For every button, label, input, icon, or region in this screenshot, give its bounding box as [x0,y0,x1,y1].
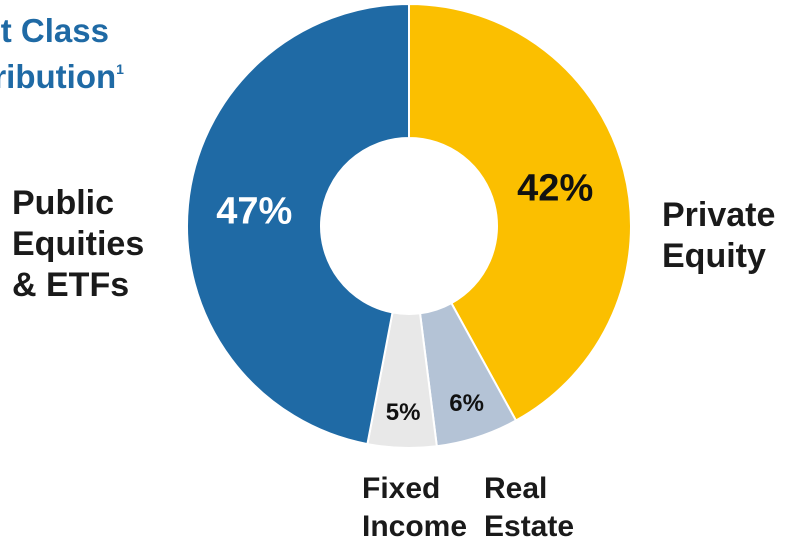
chart-title-line-1: set Class [0,12,109,49]
label-fixed-income-line-1: Fixed [362,472,441,505]
label-private-equity-line-1: Private [662,196,776,234]
label-public-equities-line-2: Equities [12,224,145,263]
value-label-real-estate: 6% [449,390,484,417]
slice-public-equities-etfs [186,2,410,446]
label-private-equity-line-2: Equity [662,236,766,275]
value-label-private-equity: 42% [517,167,593,209]
label-public-equities: Public Equities & ETFs [12,183,144,305]
label-fixed-income: Fixed Income [362,470,467,537]
label-public-equities-line-1: Public [12,184,115,222]
label-fixed-income-line-2: Income [362,509,468,537]
label-public-equities-line-3: & ETFs [12,265,130,304]
value-label-fixed-income: 5% [386,399,421,426]
value-label-public-equities-etfs: 47% [216,190,292,232]
label-real-estate: Real Estate [484,470,574,537]
donut-slices [186,2,632,449]
slice-value-labels: 42% 6% 5% 47% [216,167,593,425]
chart-title-line-2: stribution1 [0,58,124,95]
slice-private-equity [408,2,632,422]
label-private-equity: Private Equity [662,195,775,277]
label-real-estate-line-1: Real [484,472,548,505]
label-real-estate-line-2: Estate [484,509,575,537]
title-footnote-marker: 1 [116,61,124,77]
